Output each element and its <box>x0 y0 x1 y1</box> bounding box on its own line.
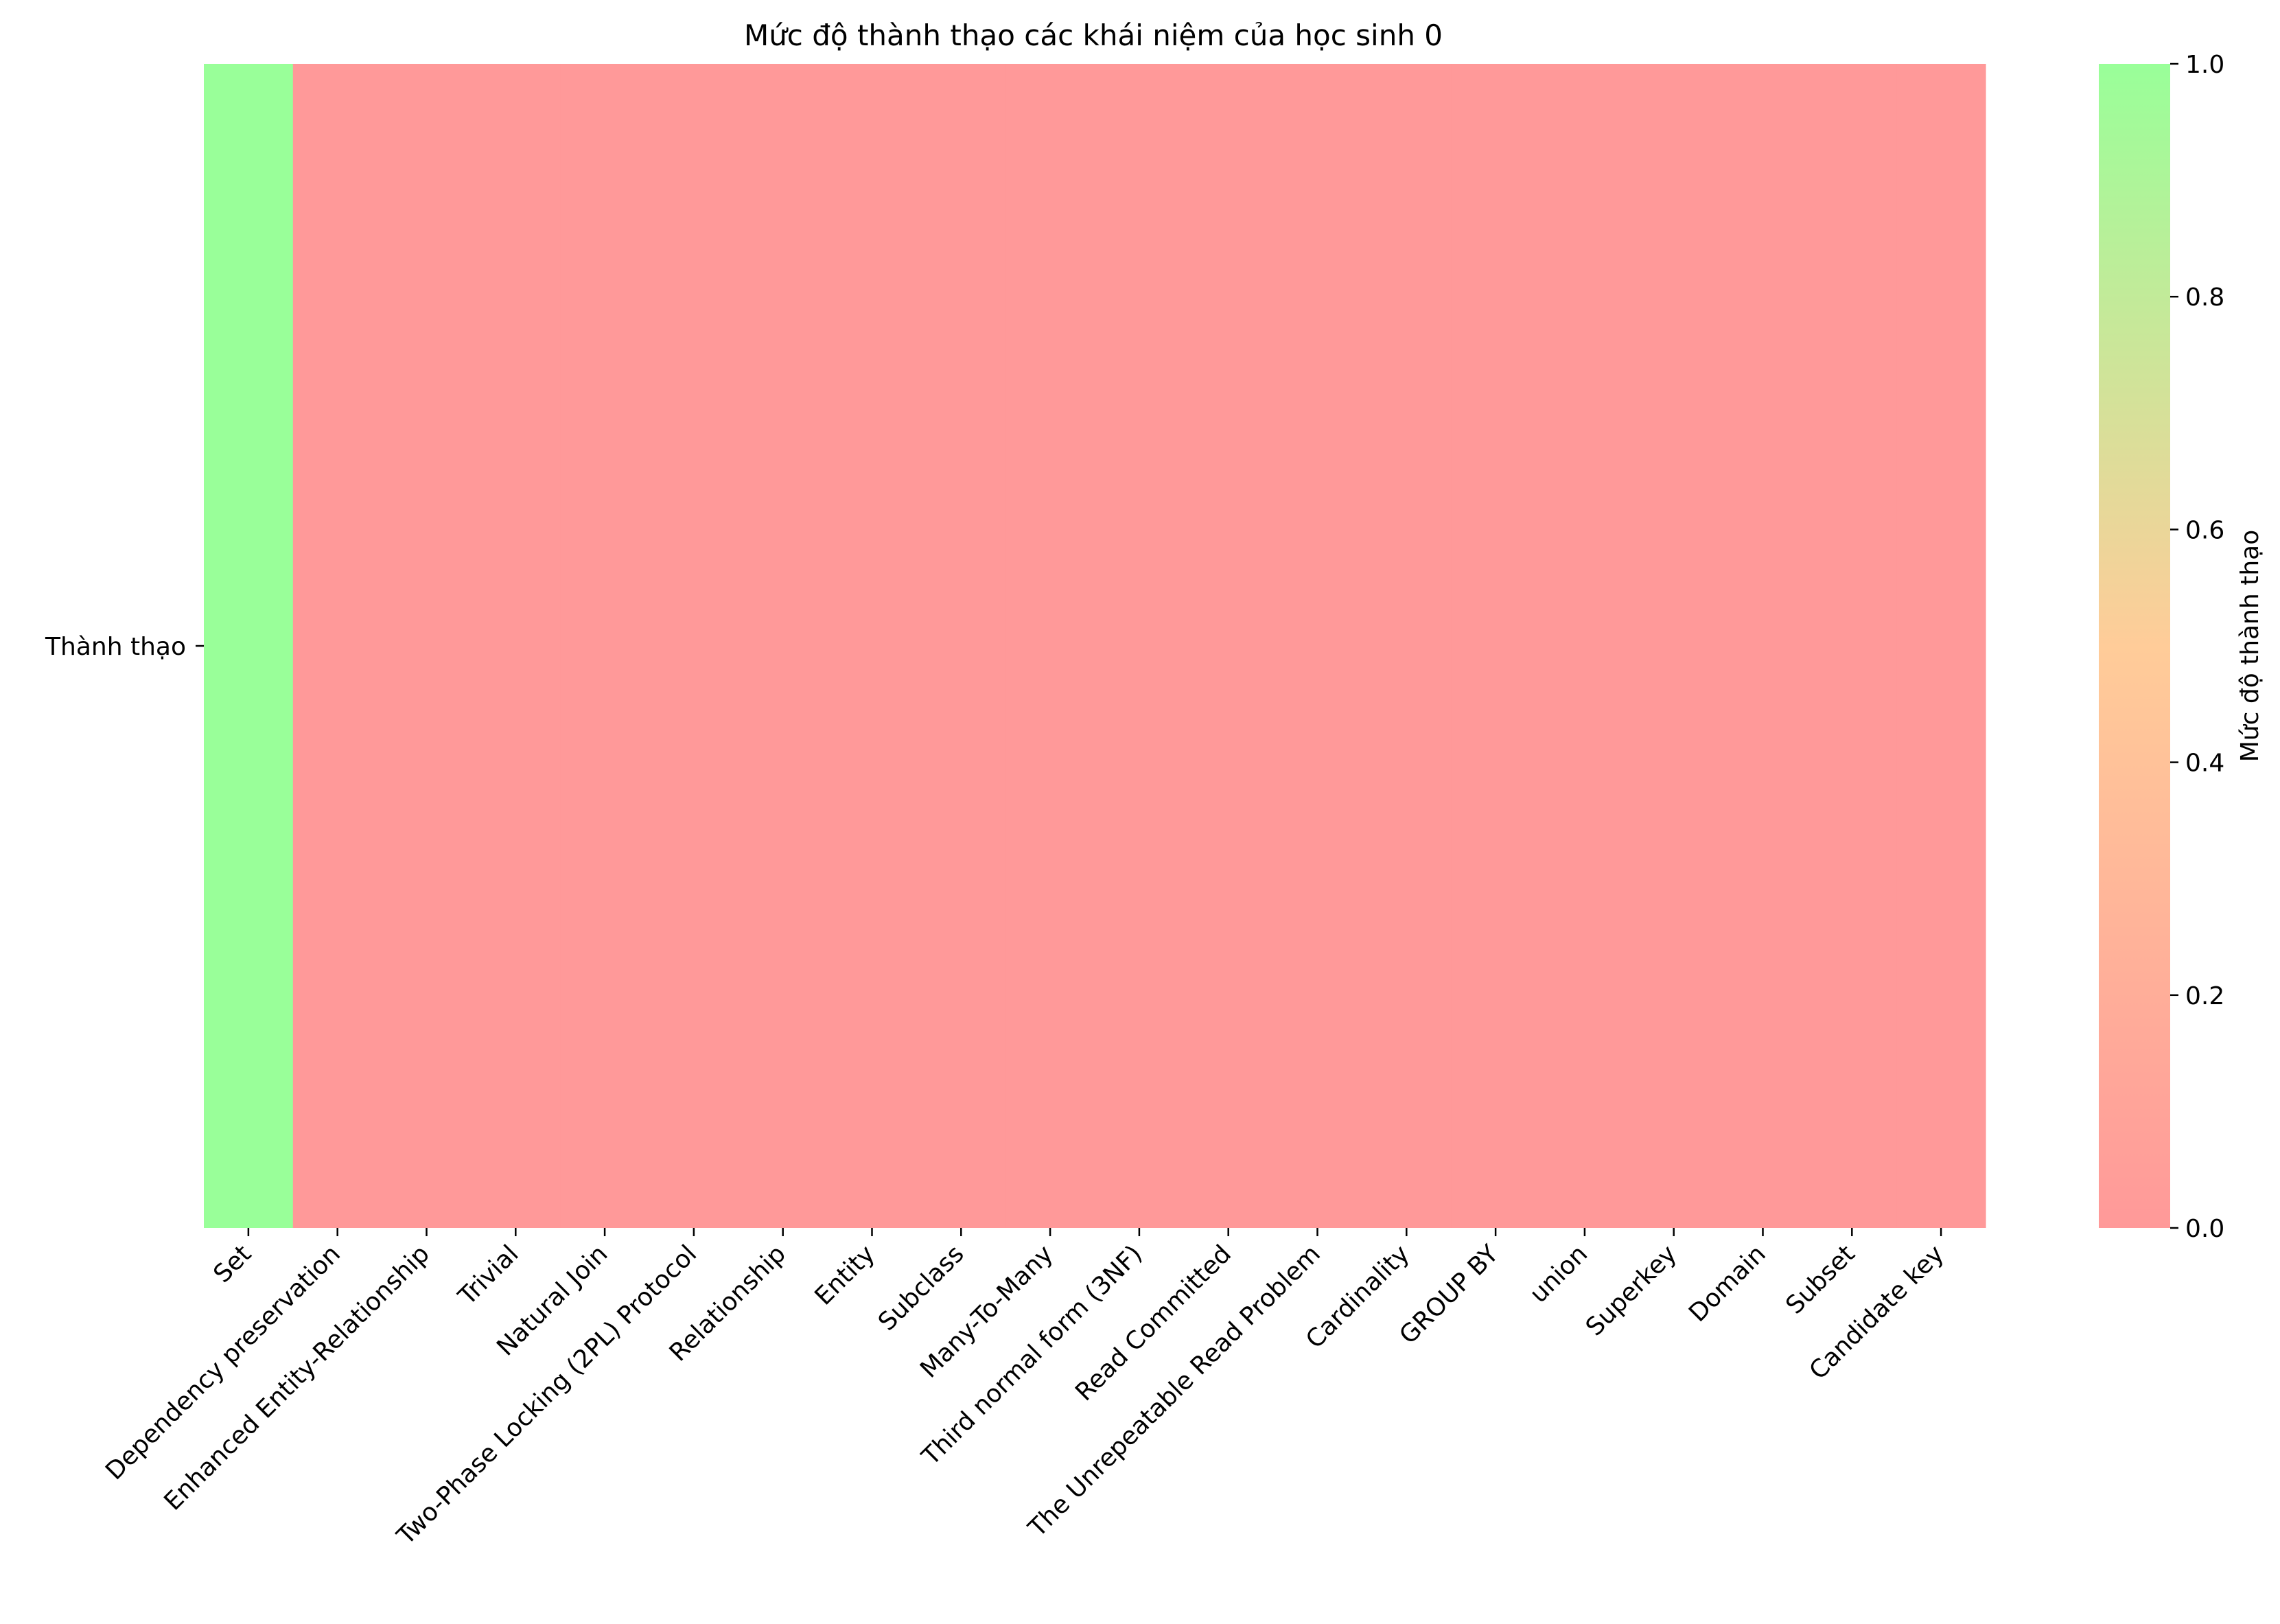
x-tick-label: Read Committed <box>1070 1240 1237 1406</box>
chart-title: Mức độ thành thạo các khái niệm của học … <box>744 19 1443 52</box>
colorbar-tick-label: 0.4 <box>2185 750 2224 778</box>
x-tick-label: Set <box>208 1240 257 1288</box>
x-tick-label: union <box>1524 1240 1593 1308</box>
heatmap-cell <box>1095 64 1185 1228</box>
heatmap-cell <box>471 64 561 1228</box>
x-tick-label: Trivial <box>453 1240 524 1311</box>
heatmap-cell <box>827 64 917 1228</box>
x-tick-label: Entity <box>810 1240 881 1310</box>
heatmap-cell <box>1362 64 1452 1228</box>
colorbar-tick-label: 0.2 <box>2185 982 2224 1010</box>
heatmap-cell <box>560 64 650 1228</box>
heatmap-cell <box>204 64 294 1228</box>
x-tick-label: Subset <box>1780 1240 1860 1319</box>
heatmap-cell <box>1718 64 1808 1228</box>
heatmap-cells <box>204 64 1986 1228</box>
heatmap-cell <box>1896 64 1986 1228</box>
heatmap-cell <box>649 64 739 1228</box>
colorbar-tick-label: 0.0 <box>2185 1215 2224 1243</box>
heatmap-cell <box>1540 64 1630 1228</box>
heatmap-cell <box>1629 64 1719 1228</box>
x-tick-label: Subclass <box>873 1240 970 1336</box>
colorbar-gradient <box>2099 64 2170 1228</box>
heatmap-cell <box>1005 64 1095 1228</box>
heatmap-cell <box>738 64 828 1228</box>
y-axis: Thành thạo <box>45 633 204 661</box>
y-tick-label: Thành thạo <box>45 633 186 661</box>
heatmap-cell <box>292 64 383 1228</box>
colorbar-label: Mức độ thành thạo <box>2236 530 2264 763</box>
x-tick-label: Superkey <box>1581 1240 1682 1341</box>
heatmap-cell <box>382 64 472 1228</box>
heatmap-cell <box>1807 64 1897 1228</box>
colorbar-tick-label: 1.0 <box>2185 51 2224 79</box>
heatmap-cell <box>1451 64 1541 1228</box>
x-tick-label: Domain <box>1684 1240 1771 1327</box>
heatmap-cell <box>1183 64 1274 1228</box>
colorbar-tick-label: 0.8 <box>2185 283 2224 312</box>
colorbar-tick-label: 0.6 <box>2185 516 2224 544</box>
heatmap-cell <box>916 64 1006 1228</box>
heatmap-cell <box>1272 64 1362 1228</box>
colorbar-ticks: 0.0 0.2 0.4 0.6 0.8 1.0 <box>2170 51 2224 1243</box>
